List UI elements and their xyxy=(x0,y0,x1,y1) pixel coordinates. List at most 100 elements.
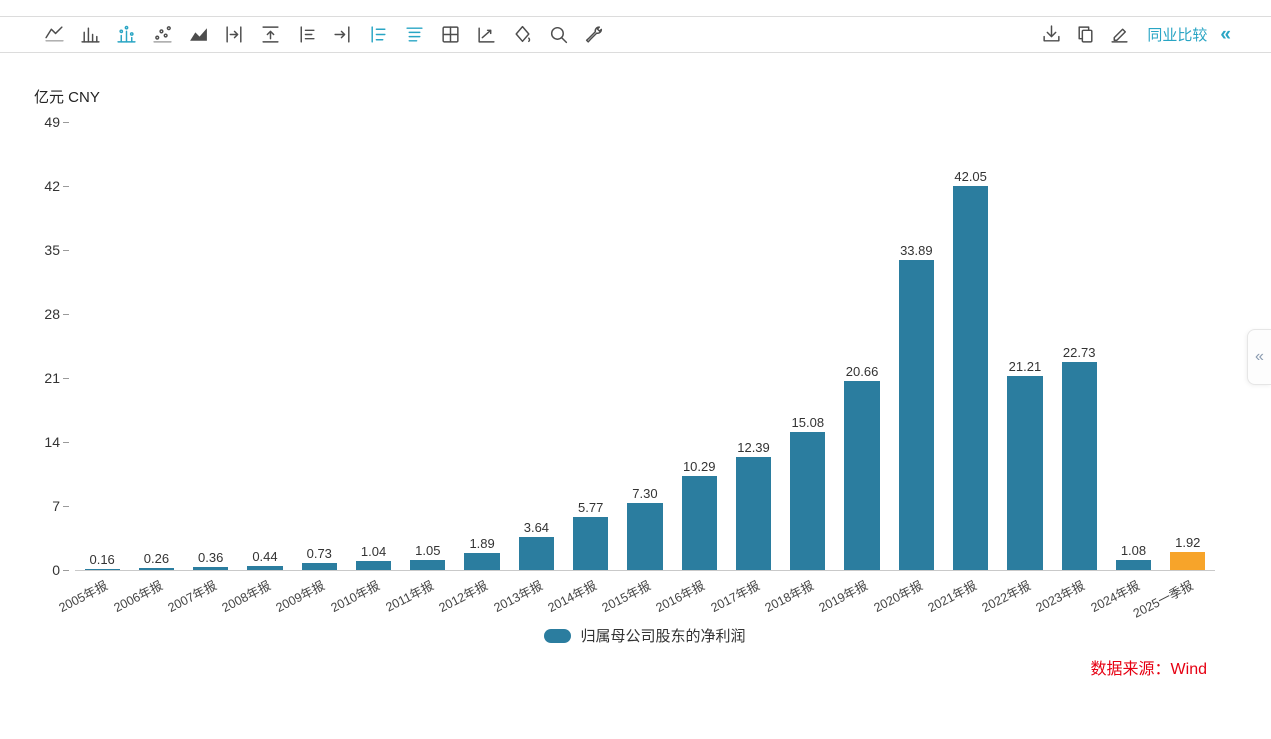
x-axis-label: 2007年报 xyxy=(165,578,219,616)
bar-column[interactable]: 21.21 2022年报 xyxy=(980,122,1052,615)
area-chart-icon[interactable] xyxy=(188,24,209,45)
y-axis-tickmark xyxy=(63,185,69,187)
x-axis-label: 2025一季报 xyxy=(1131,578,1196,621)
bar-value-label: 1.08 xyxy=(1120,543,1147,559)
y-axis-tick: 0 xyxy=(11,562,69,578)
bar-column[interactable]: 0.16 2005年报 xyxy=(57,122,129,615)
arrow-to-bar-icon[interactable] xyxy=(332,24,353,45)
bar-column[interactable]: 1.89 2012年报 xyxy=(437,122,509,615)
bar[interactable] xyxy=(464,552,500,570)
y-axis-tick-label: 28 xyxy=(44,306,60,322)
bar[interactable] xyxy=(627,503,663,570)
y-axis-tickmark xyxy=(63,249,69,251)
bar-column[interactable]: 22.73 2023年报 xyxy=(1034,122,1106,615)
scatter-chart-icon[interactable] xyxy=(152,24,173,45)
copy-icon[interactable] xyxy=(1075,24,1096,45)
bar-column[interactable]: 7.30 2015年报 xyxy=(600,122,672,615)
bar-value-label: 33.89 xyxy=(900,243,933,259)
axis-labels-icon[interactable] xyxy=(296,24,317,45)
bar-value-label: 10.29 xyxy=(682,458,716,474)
bar-value-label: 7.30 xyxy=(632,486,658,502)
bar[interactable] xyxy=(1007,376,1043,570)
bar-value-label: 3.64 xyxy=(523,519,550,535)
bar-top-icon[interactable] xyxy=(260,24,281,45)
trend-line-icon[interactable] xyxy=(476,24,497,45)
bar-column[interactable]: 42.05 2021年报 xyxy=(925,122,998,615)
bar-column[interactable]: 12.39 2017年报 xyxy=(708,122,780,615)
y-axis-tick-label: 49 xyxy=(44,114,60,130)
column-dot-chart-icon[interactable] xyxy=(116,24,137,45)
bar[interactable] xyxy=(573,517,609,570)
x-axis-label: 2021年报 xyxy=(925,578,979,616)
bar[interactable] xyxy=(898,260,934,570)
line-chart-icon[interactable] xyxy=(44,24,65,45)
bar-column[interactable]: 10.29 2016年报 xyxy=(654,122,726,615)
y-axis-tick-label: 14 xyxy=(44,434,60,450)
x-axis-label: 2009年报 xyxy=(274,578,328,616)
bar[interactable] xyxy=(953,185,989,570)
y-axis-tick: 42 xyxy=(11,178,69,194)
bar-column[interactable]: 1.04 2010年报 xyxy=(328,122,400,615)
x-axis-label: 2020年报 xyxy=(871,578,925,616)
bar[interactable] xyxy=(84,568,120,570)
edit-icon[interactable] xyxy=(1109,24,1130,45)
fill-tool-icon[interactable] xyxy=(512,24,533,45)
peer-comparison-link[interactable]: 同业比较 xyxy=(1147,27,1208,44)
bar-column[interactable]: 0.44 2008年报 xyxy=(220,122,292,615)
toolbar-actions: 同业比较 « xyxy=(1041,24,1231,45)
data-source-label: 数据来源：Wind xyxy=(1090,661,1207,678)
chart-type-toolbar xyxy=(44,24,605,45)
download-icon[interactable] xyxy=(1041,24,1062,45)
bar-column[interactable]: 5.77 2014年报 xyxy=(545,122,618,615)
y-axis-tick: 28 xyxy=(11,306,69,322)
bar[interactable] xyxy=(844,381,880,570)
chart-legend[interactable]: 归属母公司股东的净利润 xyxy=(75,625,1215,646)
bar-column[interactable]: 20.66 2019年报 xyxy=(817,122,889,615)
bar[interactable] xyxy=(1061,362,1097,570)
bar-column[interactable]: 0.26 2006年报 xyxy=(111,122,183,615)
x-axis-label: 2015年报 xyxy=(599,578,654,616)
bar-column[interactable]: 3.64 2013年报 xyxy=(491,122,563,615)
y-axis-tickmark xyxy=(63,377,69,379)
zoom-search-icon[interactable] xyxy=(548,24,569,45)
bar[interactable] xyxy=(790,432,826,570)
y-axis-tickmark xyxy=(63,441,69,443)
bar[interactable] xyxy=(410,560,446,570)
bar-right-icon[interactable] xyxy=(224,24,245,45)
settings-wrench-icon[interactable] xyxy=(584,24,605,45)
y-axis-tick: 7 xyxy=(11,498,69,514)
bar[interactable] xyxy=(1115,560,1152,570)
bar-column[interactable]: 1.08 2024年报 xyxy=(1088,122,1160,615)
x-axis-label: 2006年报 xyxy=(111,578,165,616)
bar[interactable] xyxy=(1170,552,1206,570)
x-axis-label: 2005年报 xyxy=(56,578,111,616)
bar[interactable] xyxy=(735,456,772,570)
bar[interactable] xyxy=(355,560,392,570)
collapse-toolbar-icon[interactable]: « xyxy=(1220,24,1231,45)
bar[interactable] xyxy=(138,567,175,570)
bar[interactable] xyxy=(681,475,717,570)
bar-column[interactable]: 15.08 2018年报 xyxy=(763,122,835,615)
list-top-icon[interactable] xyxy=(404,24,425,45)
bar-column[interactable]: 33.89 2020年报 xyxy=(871,122,943,615)
bar-value-label: 42.05 xyxy=(954,168,987,184)
bar-value-label: 15.08 xyxy=(791,415,825,431)
bar[interactable] xyxy=(247,565,283,570)
bar-column[interactable]: 1.05 2011年报 xyxy=(383,122,455,615)
bar[interactable] xyxy=(518,536,555,570)
bar-chart: 49 42 35 28 21 14 7 0 0.16 2005年报 0.26 2006年报 0.36 2… xyxy=(44,114,1215,621)
bar[interactable] xyxy=(301,563,337,570)
list-left-icon[interactable] xyxy=(368,24,389,45)
y-axis-tick-label: 35 xyxy=(44,242,60,258)
bar-column[interactable]: 0.73 2009年报 xyxy=(274,122,346,615)
x-axis-label: 2023年报 xyxy=(1033,578,1088,616)
bar-column[interactable]: 1.92 2025一季报 xyxy=(1131,122,1215,621)
histogram-icon[interactable] xyxy=(80,24,101,45)
collapse-panel-tab[interactable]: « xyxy=(1247,329,1271,385)
bar-value-label: 22.73 xyxy=(1062,345,1096,361)
x-axis-label: 2011年报 xyxy=(383,578,436,615)
bar-column[interactable]: 0.36 2007年报 xyxy=(165,122,238,615)
bar-value-label: 1.92 xyxy=(1175,535,1201,551)
bar[interactable] xyxy=(193,566,229,570)
grid-icon[interactable] xyxy=(440,24,461,45)
